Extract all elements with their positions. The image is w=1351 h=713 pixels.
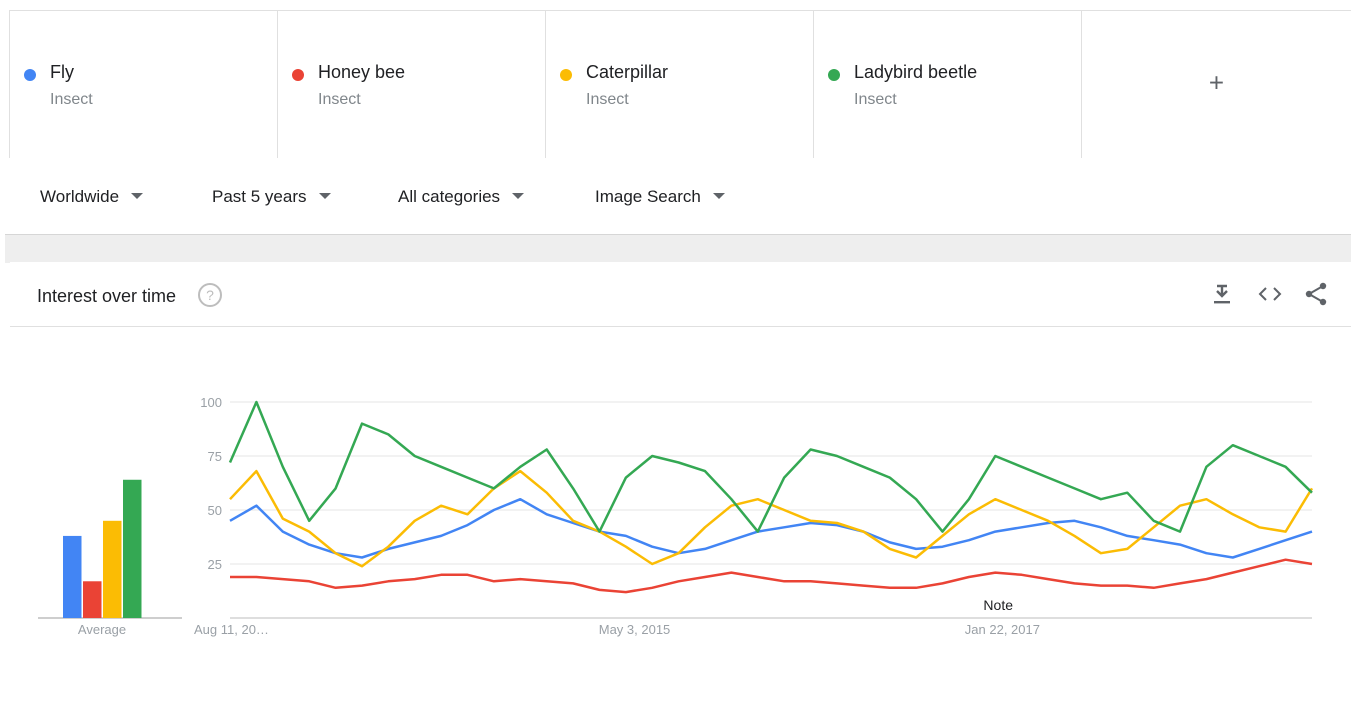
caret-down-icon [131, 192, 144, 199]
share-icon[interactable] [1302, 280, 1330, 308]
term-honey-bee[interactable]: Honey bee Insect [277, 11, 545, 158]
category-label: All categories [398, 187, 501, 206]
section-divider [5, 234, 1351, 263]
y-tick-label: 25 [208, 557, 222, 572]
series-line-fly [229, 497, 1313, 559]
caret-down-icon [712, 192, 725, 199]
category-dropdown[interactable]: All categories [398, 187, 525, 207]
term-name: Caterpillar [586, 62, 669, 82]
term-name: Ladybird beetle [854, 62, 978, 82]
series-line-ladybird-beetle [228, 400, 1313, 533]
interest-over-time-card: Interest over time ? Average 25 50 75 100 Aug… [10, 262, 1351, 713]
card-title: Interest over time [37, 286, 177, 306]
search-type-dropdown[interactable]: Image Search [595, 187, 725, 207]
series-color-dot [24, 69, 36, 81]
caret-down-icon [318, 192, 331, 199]
series-color-dot [292, 69, 304, 81]
term-fly[interactable]: Fly Insect [9, 11, 277, 158]
average-bar-caterpillar [103, 520, 122, 618]
caret-down-icon [512, 192, 525, 199]
series-color-dot [828, 69, 840, 81]
region-dropdown[interactable]: Worldwide [40, 187, 144, 207]
term-caterpillar[interactable]: Caterpillar Insect [545, 11, 813, 158]
x-tick-label: Jan 22, 2017 [965, 622, 1040, 637]
y-tick-label: 50 [208, 503, 222, 518]
note-annotation: Note [983, 597, 1013, 613]
x-tick-label: Aug 11, 20… [194, 622, 269, 637]
comparison-terms-bar: Fly Insect Honey bee Insect Caterpillar … [9, 10, 1351, 159]
interest-over-time-chart: Average 25 50 75 100 Aug 11, 20… May 3, 2015 Ja… [38, 395, 1314, 637]
y-tick-label: 75 [208, 449, 222, 464]
card-header: Interest over time ? [10, 262, 1351, 327]
filter-bar: Worldwide Past 5 years All categories Im… [0, 158, 1351, 234]
average-label: Average [78, 622, 126, 637]
add-term-button[interactable]: + [1081, 11, 1351, 158]
term-ladybird-beetle[interactable]: Ladybird beetle Insect [813, 11, 1081, 158]
help-icon[interactable]: ? [198, 283, 222, 307]
region-label: Worldwide [40, 187, 120, 206]
series-line-caterpillar [229, 469, 1314, 568]
y-tick-label: 100 [200, 395, 222, 410]
term-name: Fly [50, 62, 74, 82]
term-type: Insect [50, 91, 93, 108]
x-tick-label: May 3, 2015 [599, 622, 671, 637]
average-bar-ladybird-beetle [123, 479, 142, 618]
download-icon[interactable] [1208, 280, 1236, 308]
term-name: Honey bee [318, 62, 406, 82]
search-type-label: Image Search [595, 187, 701, 206]
average-bar-honey-bee [83, 581, 102, 618]
time-range-dropdown[interactable]: Past 5 years [212, 187, 331, 207]
series-color-dot [560, 69, 572, 81]
plus-icon[interactable]: + [1208, 67, 1225, 98]
time-range-label: Past 5 years [212, 187, 307, 206]
series-line-honey-bee [230, 558, 1313, 594]
term-type: Insect [318, 91, 361, 108]
term-type: Insect [854, 91, 897, 108]
average-bar-fly [63, 535, 82, 618]
term-type: Insect [586, 91, 629, 108]
embed-code-icon[interactable] [1256, 280, 1284, 308]
